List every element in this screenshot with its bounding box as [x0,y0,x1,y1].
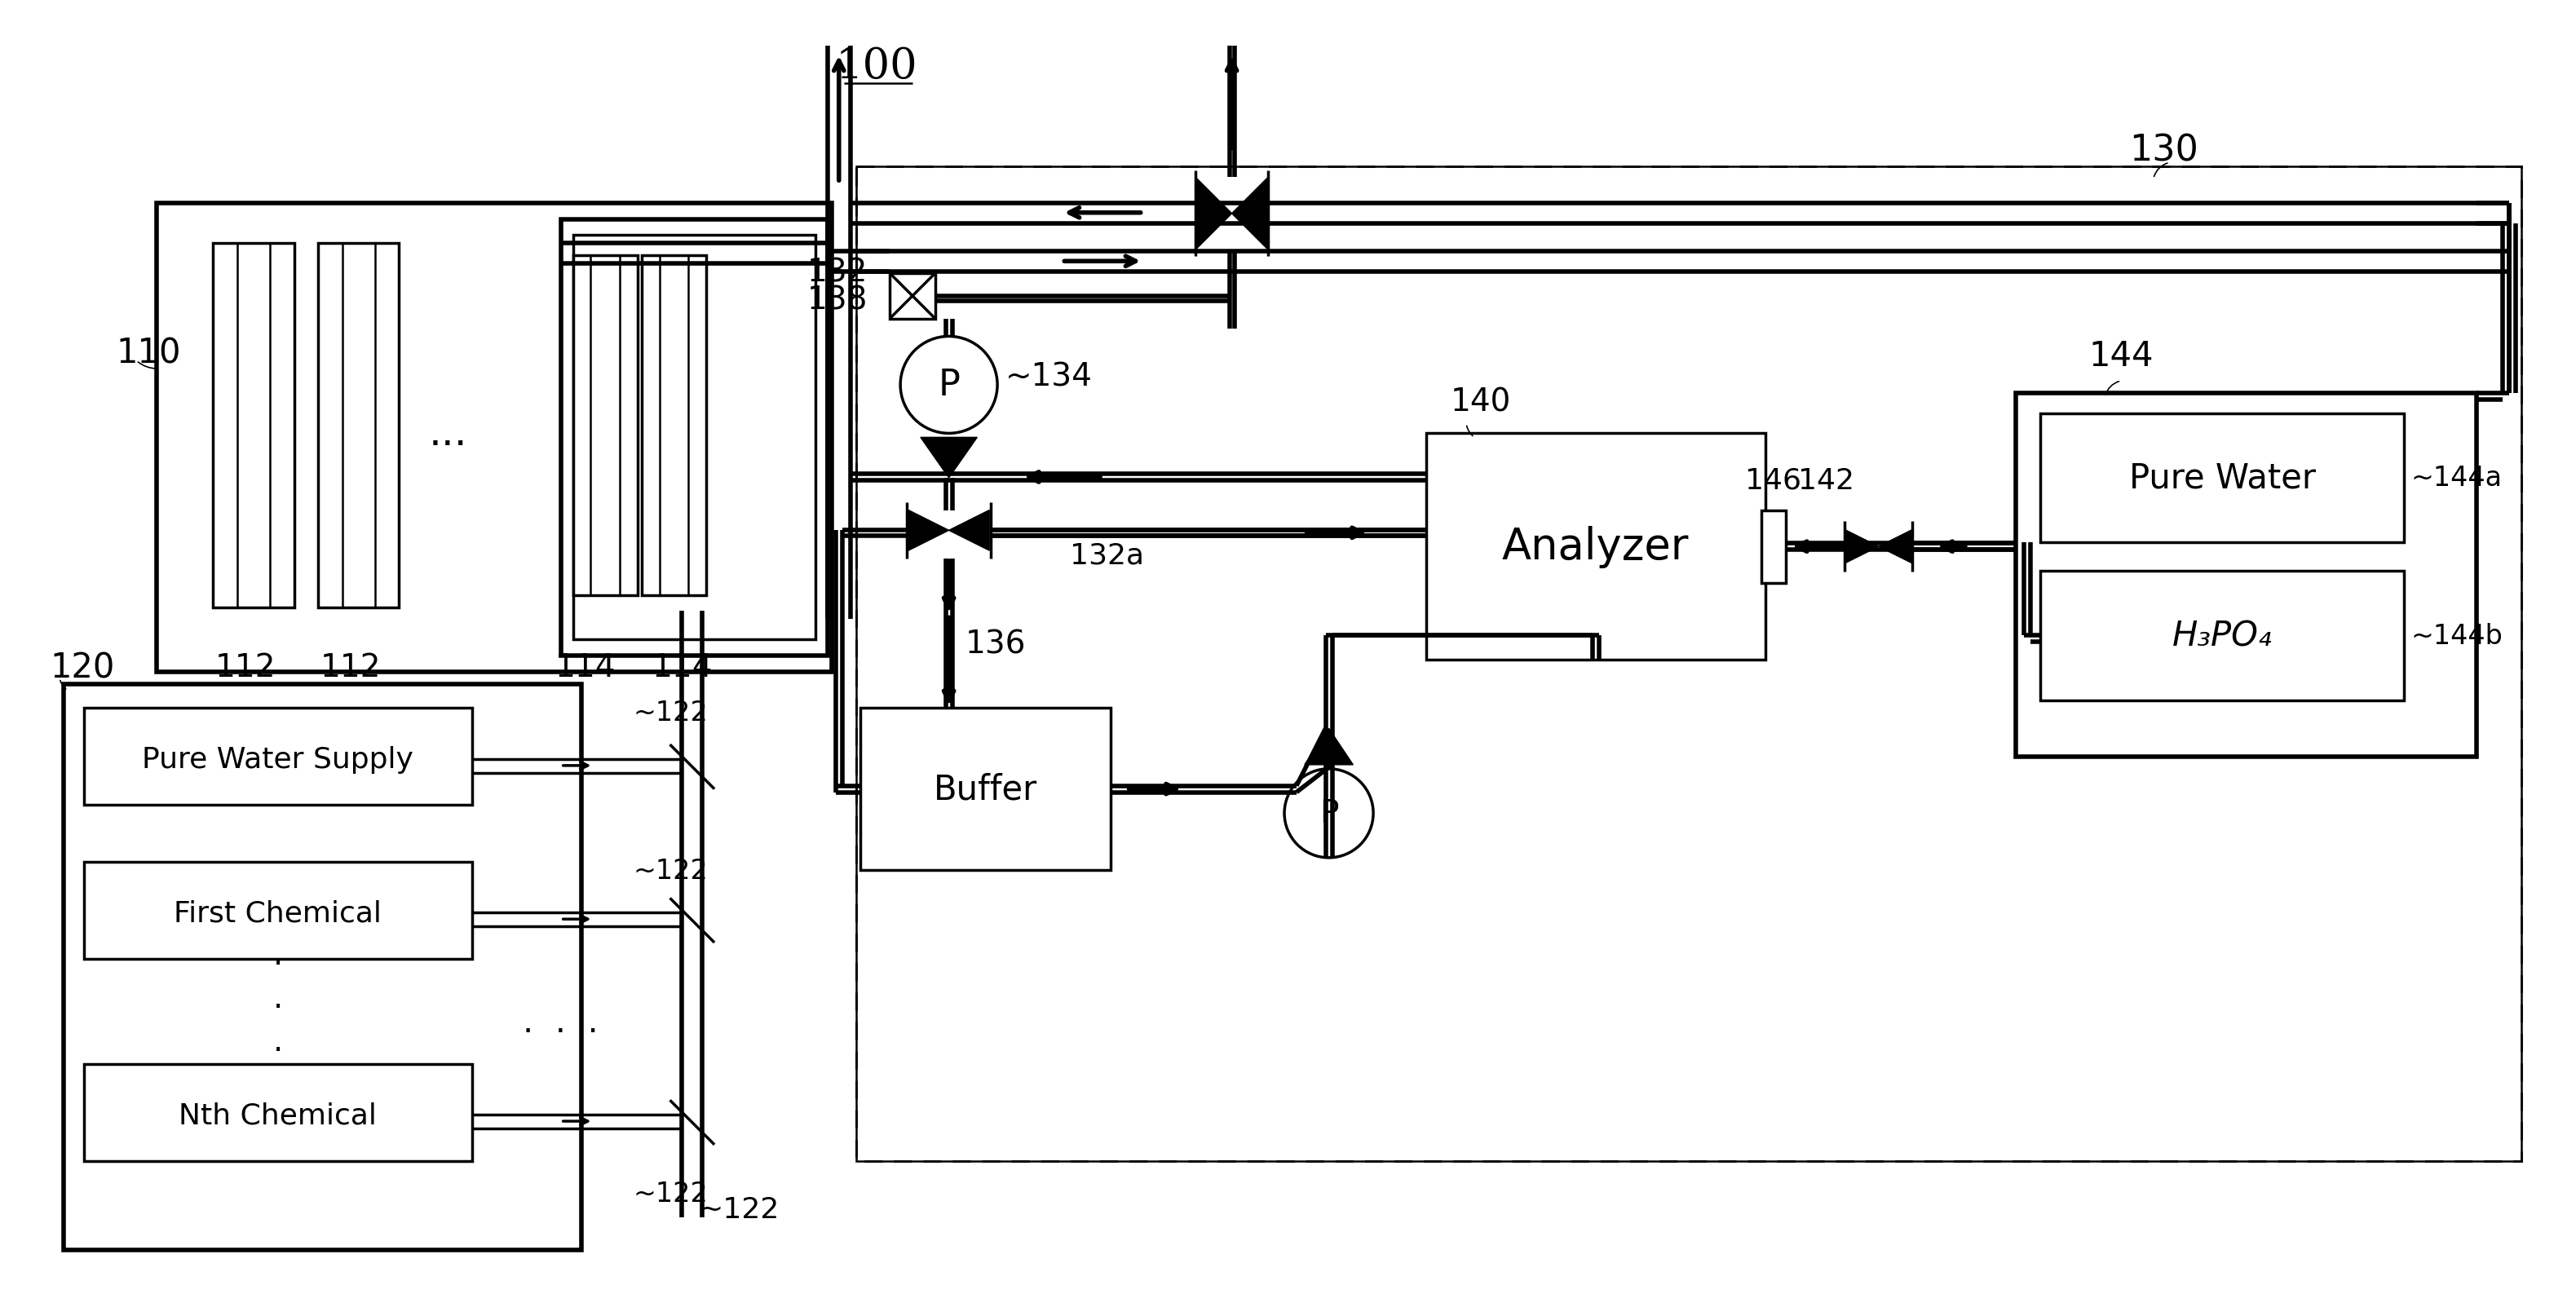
Text: 112: 112 [216,651,276,683]
Bar [214,243,294,608]
Text: 142: 142 [1798,467,1855,495]
Bar [64,684,582,1250]
Text: P: P [1319,797,1340,829]
Text: P: P [938,368,961,403]
Bar [2040,413,2403,544]
Text: 100: 100 [835,46,917,87]
Bar [85,862,471,959]
Bar [572,257,639,595]
Text: Analyzer: Analyzer [1502,525,1690,569]
Text: 114: 114 [554,651,616,683]
Text: 144: 144 [2089,340,2154,374]
Text: Nth Chemical: Nth Chemical [178,1101,376,1129]
Bar [2040,571,2403,700]
Bar [855,167,2522,1161]
Polygon shape [920,438,976,478]
Text: ...: ... [428,415,466,454]
Bar [572,236,817,640]
Text: ~144b: ~144b [2411,622,2501,649]
Text: ~122: ~122 [634,1180,708,1207]
Bar [641,257,706,595]
Text: First Chemical: First Chemical [175,899,381,926]
Text: ·  ·  ·: · · · [523,1015,598,1049]
Text: 146: 146 [1747,467,1801,495]
Text: 138: 138 [806,286,868,316]
Text: 140: 140 [1450,387,1510,417]
Text: H₃PO₄: H₃PO₄ [2172,619,2272,653]
Text: 120: 120 [49,651,113,686]
Polygon shape [1878,530,1911,563]
Text: 130: 130 [2130,133,2197,168]
Text: ~122: ~122 [634,857,708,884]
Polygon shape [1231,178,1267,250]
Text: 132: 132 [806,257,868,288]
Bar [157,204,832,672]
Bar [1427,434,1765,661]
Bar [855,167,2522,1161]
Text: ~144a: ~144a [2411,465,2501,492]
Text: ·
·
·: · · · [273,949,283,1066]
Bar [85,708,471,805]
Bar [85,1063,471,1161]
Polygon shape [1844,530,1878,563]
Polygon shape [909,511,948,551]
Text: 132a: 132a [1069,541,1144,569]
Text: Pure Water Supply: Pure Water Supply [142,746,415,774]
Bar [1762,511,1785,583]
Text: Pure Water: Pure Water [2128,461,2316,495]
Text: ~134: ~134 [1005,362,1092,392]
Text: 110: 110 [116,336,180,370]
Text: ~122: ~122 [634,699,708,726]
Text: 114: 114 [652,651,714,683]
Text: 136: 136 [966,628,1025,659]
Polygon shape [948,511,989,551]
Polygon shape [1303,729,1352,765]
Bar [889,274,935,318]
Text: ~122: ~122 [698,1195,781,1223]
Bar [562,220,827,655]
Text: Buffer: Buffer [933,772,1038,807]
Text: 112: 112 [319,651,381,683]
Bar [319,243,399,608]
Bar [2017,393,2476,757]
Bar [860,708,1110,870]
Polygon shape [1195,178,1231,250]
